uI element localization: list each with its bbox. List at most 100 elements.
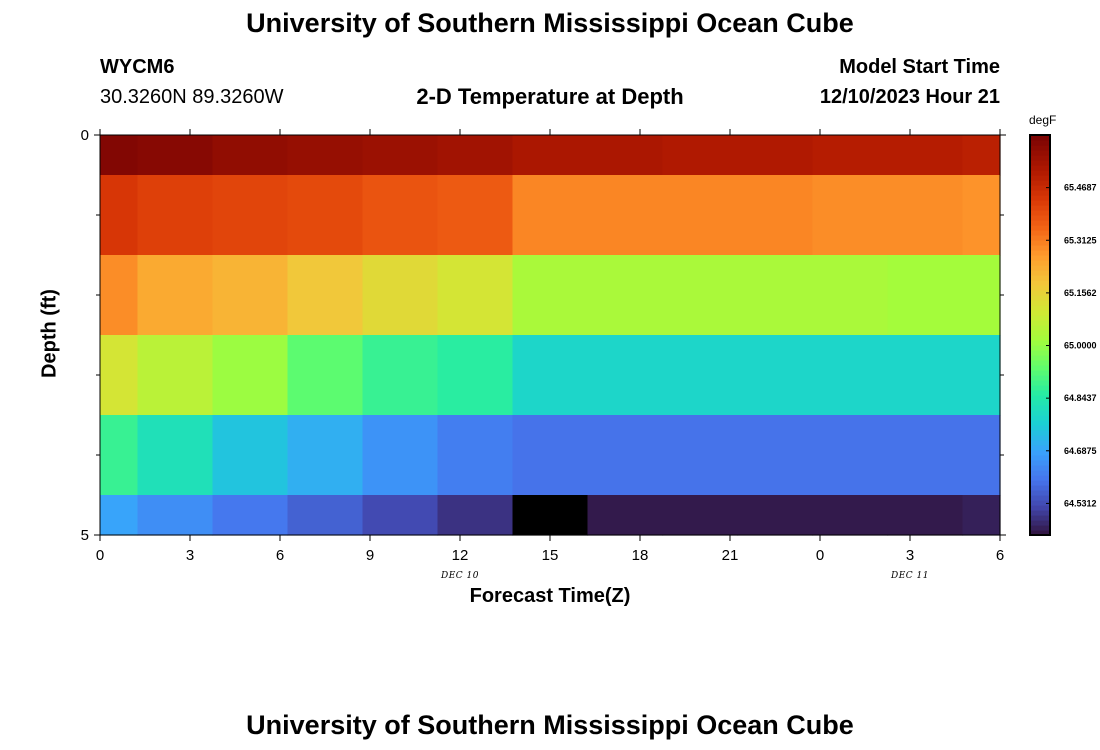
colorbar-tick-label: 65.1562 (1064, 288, 1097, 298)
x-tick-label: 6 (276, 547, 284, 564)
heatmap-cell (287, 255, 364, 336)
colorbar-segment (1030, 525, 1050, 531)
colorbar-segment (1030, 180, 1050, 186)
x-tick-label: 18 (632, 547, 649, 564)
colorbar-segment (1030, 490, 1050, 496)
x-tick-label: 3 (186, 547, 194, 564)
heatmap-cell (362, 175, 439, 256)
heatmap-cell (137, 175, 214, 256)
heatmap-cell (100, 135, 139, 176)
colorbar-segment (1030, 240, 1050, 246)
colorbar-segment (1030, 470, 1050, 476)
heatmap-cell (587, 255, 664, 336)
heatmap-cell (287, 415, 364, 496)
colorbar-segment (1030, 500, 1050, 506)
heatmap-cell (662, 335, 739, 416)
colorbar-segment (1030, 170, 1050, 176)
heatmap-cell (737, 415, 814, 496)
heatmap-cell (437, 255, 514, 336)
colorbar-segment (1030, 185, 1050, 191)
colorbar-tick-label: 64.8437 (1064, 393, 1097, 403)
heatmap-cell (962, 415, 1001, 496)
model-start-value: 12/10/2023 Hour 21 (819, 86, 1000, 108)
heatmap-cell (100, 335, 139, 416)
y-tick-label: 0 (81, 127, 89, 144)
colorbar-segment (1030, 390, 1050, 396)
colorbar-segment (1030, 520, 1050, 526)
x-date-label: DEC 11 (890, 571, 929, 581)
heatmap-cell (587, 495, 664, 536)
colorbar-segment (1030, 460, 1050, 466)
colorbar-segment (1030, 205, 1050, 211)
colorbar-segment (1030, 255, 1050, 261)
colorbar-segment (1030, 440, 1050, 446)
colorbar-segment (1030, 335, 1050, 341)
heatmap-cell (100, 495, 139, 536)
heatmap-cell (362, 135, 439, 176)
colorbar-segment (1030, 300, 1050, 306)
colorbar-segment (1030, 200, 1050, 206)
colorbar-tick-label: 65.4687 (1064, 183, 1097, 193)
colorbar-segment (1030, 405, 1050, 411)
colorbar-segment (1030, 235, 1050, 241)
colorbar-segment (1030, 450, 1050, 456)
colorbar-segment (1030, 160, 1050, 166)
x-date-label: DEC 10 (440, 571, 479, 581)
heatmap-cell (587, 175, 664, 256)
heatmap-cell (737, 255, 814, 336)
heatmap-cell (100, 415, 139, 496)
colorbar-segment (1030, 495, 1050, 501)
heatmap-cell (962, 175, 1001, 256)
colorbar-segment (1030, 250, 1050, 256)
heatmap-cell (212, 415, 289, 496)
colorbar-segment (1030, 285, 1050, 291)
heatmap-cell (100, 175, 139, 256)
heatmap-cell (137, 335, 214, 416)
x-tick-label: 0 (816, 547, 824, 564)
heatmap-cell (437, 495, 514, 536)
colorbar-segment (1030, 445, 1050, 451)
colorbar-segment (1030, 280, 1050, 286)
heatmap-cell (887, 495, 964, 536)
colorbar-segment (1030, 195, 1050, 201)
colorbar-segment (1030, 465, 1050, 471)
colorbar-segment (1030, 340, 1050, 346)
page-title-repeat: University of Southern Mississippi Ocean… (246, 710, 854, 740)
heatmap-cell (212, 495, 289, 536)
heatmap-cell (437, 135, 514, 176)
heatmap-cell (100, 255, 139, 336)
colorbar-tick-label: 65.0000 (1064, 341, 1097, 351)
colorbar-segment (1030, 530, 1050, 536)
colorbar-segment (1030, 320, 1050, 326)
colorbar-tick-label: 65.3125 (1064, 235, 1097, 245)
heatmap-cell (212, 135, 289, 176)
heatmap-cell (287, 175, 364, 256)
x-tick-label: 3 (906, 547, 914, 564)
heatmap-cell (137, 135, 214, 176)
colorbar-segment (1030, 220, 1050, 226)
colorbar-segment (1030, 375, 1050, 381)
heatmap-cell (812, 135, 889, 176)
y-axis-label: Depth (ft) (38, 289, 61, 378)
colorbar-segment (1030, 395, 1050, 401)
colorbar-segment (1030, 295, 1050, 301)
heatmap-cell (212, 255, 289, 336)
heatmap-cell (512, 135, 589, 176)
colorbar-segment (1030, 165, 1050, 171)
heatmap-cell (137, 255, 214, 336)
heatmap-cell (362, 255, 439, 336)
colorbar-segment (1030, 385, 1050, 391)
heatmap-cell (887, 415, 964, 496)
heatmap-cell (812, 255, 889, 336)
colorbar-segment (1030, 485, 1050, 491)
heatmap-cell (212, 175, 289, 256)
colorbar-segment (1030, 475, 1050, 481)
heatmap-cell (362, 495, 439, 536)
colorbar-segment (1030, 455, 1050, 461)
colorbar-tick-label: 64.5312 (1064, 498, 1097, 508)
heatmap-cell (137, 415, 214, 496)
colorbar-segment (1030, 480, 1050, 486)
heatmap-cell (737, 175, 814, 256)
heatmap-cell (212, 335, 289, 416)
